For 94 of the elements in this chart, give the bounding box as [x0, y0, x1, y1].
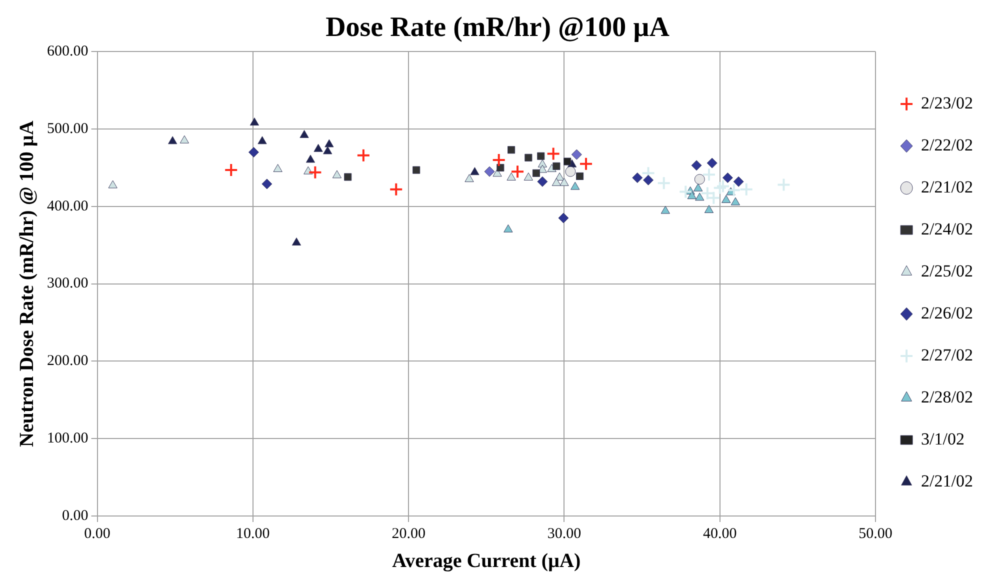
point [323, 146, 332, 154]
point [484, 166, 495, 177]
point [726, 183, 741, 198]
point [510, 164, 525, 179]
y-tick-label: 500.00 [47, 120, 88, 137]
legend-label: 3/1/02 [921, 429, 965, 448]
point [678, 184, 693, 199]
point [504, 224, 513, 232]
point [306, 154, 316, 163]
legend-label: 2/23/02 [921, 93, 974, 112]
point [250, 118, 260, 126]
legend-label: 2/21/02 [921, 177, 974, 196]
point [248, 146, 259, 158]
legend-label: 2/26/02 [921, 303, 974, 322]
point [687, 191, 696, 200]
point [560, 178, 569, 186]
point [702, 168, 716, 182]
point [108, 180, 118, 188]
legend-label: 2/21/02 [921, 471, 974, 490]
point [552, 162, 560, 170]
point [180, 135, 189, 144]
point [532, 169, 540, 177]
point [656, 176, 671, 190]
point [470, 167, 480, 176]
point [694, 183, 703, 192]
point [344, 173, 352, 181]
point [496, 164, 504, 172]
y-axis-title: Neutron Dose Rate (mR/hr) @ 100 µA [16, 120, 38, 447]
point [314, 144, 323, 152]
point [733, 176, 744, 187]
point [716, 179, 730, 194]
point [506, 172, 516, 181]
legend-label: 2/25/02 [921, 261, 974, 280]
point [537, 176, 548, 187]
point [691, 160, 702, 171]
point [695, 192, 704, 201]
point [660, 206, 670, 214]
y-tick-label: 400.00 [47, 198, 88, 214]
point [258, 136, 267, 144]
x-tick-label: 30.00 [547, 526, 582, 542]
point [273, 164, 282, 172]
point [776, 178, 791, 192]
point [300, 130, 309, 138]
point [576, 172, 584, 180]
x-tick-label: 40.00 [703, 526, 737, 542]
point [292, 238, 302, 246]
point [168, 136, 178, 144]
x-tick-label: 0.00 [84, 526, 110, 542]
legend-label: 2/27/02 [921, 345, 974, 364]
point [739, 182, 754, 196]
legend-label: 2/22/02 [921, 135, 974, 154]
legend-label: 2/28/02 [921, 387, 974, 406]
point [224, 163, 238, 178]
x-axis-title: Average Current (µA) [392, 550, 581, 572]
y-tick-label: 600.00 [47, 44, 88, 60]
point [722, 194, 731, 203]
point [579, 156, 594, 171]
point [389, 182, 404, 196]
y-tick-label: 100.00 [47, 430, 88, 447]
point [570, 182, 580, 190]
point [324, 139, 334, 148]
point [565, 166, 576, 177]
point [508, 146, 516, 154]
point [262, 178, 272, 190]
x-tick-label: 10.00 [236, 526, 270, 542]
point [730, 197, 740, 206]
y-tick-label: 200.00 [47, 353, 88, 370]
point [694, 174, 705, 185]
point [564, 158, 572, 166]
point [412, 166, 420, 174]
point [332, 170, 342, 178]
point [632, 172, 643, 184]
legend-label: 2/24/02 [921, 219, 974, 238]
x-tick-label: 50.00 [858, 526, 892, 542]
point [524, 172, 534, 181]
point [571, 149, 582, 160]
y-tick-label: 300.00 [47, 276, 88, 292]
point [537, 152, 545, 160]
point [643, 174, 654, 186]
point [722, 172, 733, 184]
point [492, 152, 506, 167]
point [356, 148, 370, 162]
point [706, 158, 718, 168]
point [712, 180, 727, 195]
point [546, 146, 560, 161]
y-tick-label: 0.00 [62, 508, 88, 524]
x-tick-label: 20.00 [392, 526, 426, 542]
point [552, 178, 562, 186]
point [308, 165, 322, 180]
point [558, 212, 569, 224]
chart-title: Dose Rate (mR/hr) @100 µA [326, 12, 670, 44]
point [524, 154, 532, 162]
point [704, 205, 714, 214]
point [464, 174, 474, 182]
